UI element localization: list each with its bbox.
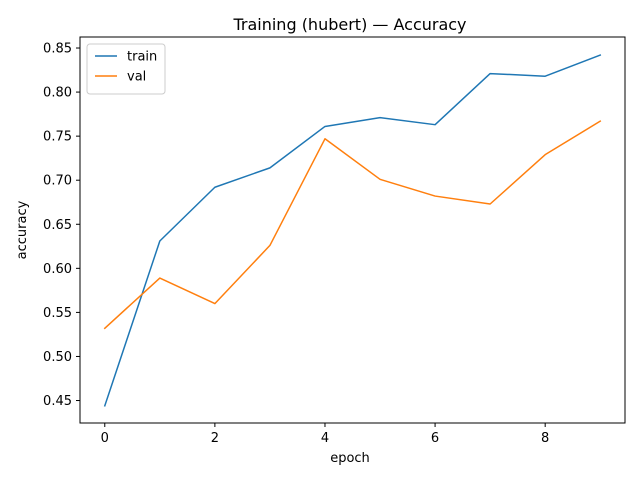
legend-label-train: train: [127, 50, 157, 65]
y-tick-label: 0.85: [43, 42, 72, 57]
x-tick-label: 6: [431, 431, 439, 446]
y-tick-label: 0.80: [43, 86, 72, 101]
y-axis: 0.45 0.50 0.55 0.60 0.65 0.70 0.75 0.80 0.85: [43, 42, 80, 409]
series-layer: [103, 54, 602, 407]
x-tick-label: 0: [101, 431, 109, 446]
plot-area: [79, 36, 626, 424]
chart-title: Training (hubert) — Accuracy: [232, 15, 466, 34]
y-tick-label: 0.70: [43, 174, 72, 189]
plot-frame: [79, 36, 626, 424]
y-tick-label: 0.50: [43, 350, 72, 365]
series-line-train: [103, 54, 602, 407]
x-tick-label: 2: [211, 431, 219, 446]
y-axis-label: accuracy: [15, 200, 30, 259]
x-tick-label: 8: [541, 431, 549, 446]
legend-label-val: val: [127, 70, 146, 85]
y-tick-label: 0.60: [43, 262, 72, 277]
y-tick-label: 0.55: [43, 306, 72, 321]
y-tick-label: 0.45: [43, 394, 72, 409]
series-line-val: [103, 120, 602, 330]
legend: train val: [86, 43, 166, 95]
x-axis-label: epoch: [330, 451, 370, 466]
x-axis: 0 2 4 6 8: [101, 423, 549, 446]
y-tick-label: 0.75: [43, 130, 72, 145]
x-tick-label: 4: [321, 431, 329, 446]
y-tick-label: 0.65: [43, 218, 72, 233]
